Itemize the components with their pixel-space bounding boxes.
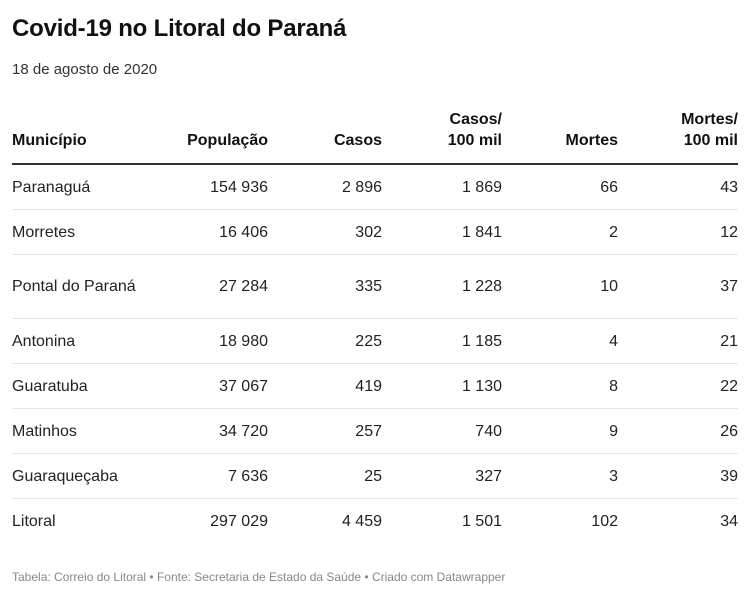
cell-mortes: 2	[502, 209, 618, 255]
cell-populacao: 7 636	[162, 453, 268, 499]
cell-populacao: 27 284	[162, 254, 268, 319]
cell-mortes: 3	[502, 453, 618, 499]
header-row: Município População Casos Casos/ 100 mil…	[12, 109, 738, 165]
cell-casos-100mil: 1 841	[382, 209, 502, 255]
cell-casos: 257	[268, 408, 382, 454]
cell-mortes: 4	[502, 318, 618, 364]
cell-casos: 302	[268, 209, 382, 255]
cell-populacao: 37 067	[162, 363, 268, 409]
cell-casos-100mil: 740	[382, 408, 502, 454]
cell-populacao: 18 980	[162, 318, 268, 364]
header-line1: Casos/	[449, 111, 502, 128]
table-row: Matinhos 34 720 257 740 9 26	[12, 408, 738, 454]
cell-mortes-100mil: 39	[618, 453, 738, 499]
header-line2: População	[187, 132, 268, 149]
header-line2: 100 mil	[447, 132, 502, 149]
cell-casos: 419	[268, 363, 382, 409]
table-row: Antonina 18 980 225 1 185 4 21	[12, 318, 738, 364]
cell-casos-100mil: 1 130	[382, 363, 502, 409]
cell-casos: 4 459	[341, 512, 382, 530]
cell-municipio: Guaraqueçaba	[12, 453, 162, 499]
page-title: Covid-19 no Litoral do Paraná	[12, 15, 347, 42]
cell-municipio: Morretes	[12, 209, 162, 255]
source-footer: Tabela: Correio do Litoral • Fonte: Secr…	[12, 570, 506, 584]
header-populacao: População	[162, 109, 268, 165]
cell-casos: 335	[268, 254, 382, 319]
table-row: Morretes 16 406 302 1 841 2 12	[12, 209, 738, 255]
cell-mortes: 66	[502, 164, 618, 210]
cell-populacao: 154 936	[162, 164, 268, 210]
header-line2: 100 mil	[683, 132, 738, 149]
header-line2: Casos	[333, 132, 382, 149]
table-row: Pontal do Paraná 27 284 335 1 228 10 37	[12, 254, 738, 319]
cell-municipio: Antonina	[12, 318, 162, 364]
header-casos-100mil: Casos/ 100 mil	[382, 109, 502, 165]
cell-municipio: Matinhos	[12, 408, 162, 454]
cell-casos-100mil: 1 185	[382, 318, 502, 364]
page: Covid-19 no Litoral do Paraná 18 de agos…	[12, 15, 738, 543]
cell-mortes: 10	[502, 254, 618, 319]
cell-municipio: Paranaguá	[12, 164, 162, 210]
cell-casos-100mil: 1 501	[461, 512, 502, 530]
cell-mortes: 8	[502, 363, 618, 409]
cell-populacao: 34 720	[162, 408, 268, 454]
cell-mortes: 102	[591, 512, 618, 530]
table-row-total: Litoral 297 029 4 459 1 501 102 34	[12, 499, 738, 544]
cell-casos-100mil: 327	[382, 453, 502, 499]
header-line1: Mortes/	[681, 111, 738, 128]
cell-populacao: 297 029	[210, 512, 268, 530]
cell-municipio: Guaratuba	[12, 363, 162, 409]
cell-mortes-100mil: 43	[618, 164, 738, 210]
table-row: Guaratuba 37 067 419 1 130 8 22	[12, 363, 738, 409]
cell-casos: 25	[268, 453, 382, 499]
cell-mortes-100mil: 34	[720, 512, 738, 530]
cell-municipio: Pontal do Paraná	[12, 254, 162, 319]
page-subtitle: 18 de agosto de 2020	[12, 61, 158, 78]
header-mortes-100mil: Mortes/ 100 mil	[618, 109, 738, 165]
cell-mortes-100mil: 12	[618, 209, 738, 255]
cell-casos: 2 896	[268, 164, 382, 210]
cell-municipio: Litoral	[12, 512, 56, 530]
header-line2: Município	[12, 132, 87, 149]
header-line2: Mortes	[565, 132, 618, 149]
cell-populacao: 16 406	[162, 209, 268, 255]
cell-casos-100mil: 1 869	[382, 164, 502, 210]
header-casos: Casos	[268, 109, 382, 165]
header-mortes: Mortes	[502, 109, 618, 165]
table-row: Paranaguá 154 936 2 896 1 869 66 43	[12, 164, 738, 210]
table-body: Paranaguá 154 936 2 896 1 869 66 43 Morr…	[12, 164, 738, 543]
cell-mortes-100mil: 22	[618, 363, 738, 409]
cell-mortes-100mil: 37	[618, 254, 738, 319]
table-row: Guaraqueçaba 7 636 25 327 3 39	[12, 453, 738, 499]
table-header: Município População Casos Casos/ 100 mil…	[12, 109, 738, 165]
cell-mortes-100mil: 21	[618, 318, 738, 364]
header-municipio: Município	[12, 109, 162, 165]
cell-mortes: 9	[502, 408, 618, 454]
cell-casos-100mil: 1 228	[382, 254, 502, 319]
data-table: Município População Casos Casos/ 100 mil…	[12, 109, 738, 543]
cell-casos: 225	[268, 318, 382, 364]
cell-mortes-100mil: 26	[618, 408, 738, 454]
